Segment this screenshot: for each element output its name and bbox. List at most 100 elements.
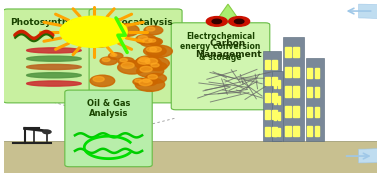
Circle shape: [143, 79, 150, 82]
Bar: [307, 126, 312, 136]
Bar: [273, 127, 277, 136]
FancyBboxPatch shape: [89, 9, 182, 103]
Bar: [277, 112, 280, 120]
Circle shape: [91, 37, 102, 42]
Circle shape: [118, 61, 146, 74]
Circle shape: [60, 16, 127, 47]
Circle shape: [136, 34, 156, 44]
Circle shape: [120, 58, 127, 62]
Circle shape: [146, 47, 156, 52]
Circle shape: [149, 62, 167, 71]
Bar: [314, 68, 319, 78]
Circle shape: [135, 79, 142, 82]
Bar: [274, 96, 276, 104]
Bar: [314, 126, 319, 136]
Circle shape: [139, 80, 152, 86]
Circle shape: [100, 57, 117, 65]
Bar: [293, 106, 299, 117]
Circle shape: [145, 58, 158, 64]
Bar: [285, 126, 291, 136]
FancyBboxPatch shape: [171, 23, 270, 110]
Bar: [293, 47, 299, 57]
Ellipse shape: [43, 130, 51, 134]
Circle shape: [140, 37, 161, 47]
Circle shape: [145, 73, 166, 83]
Circle shape: [118, 57, 135, 65]
FancyBboxPatch shape: [3, 9, 96, 103]
Bar: [273, 60, 277, 69]
Bar: [314, 106, 319, 117]
Bar: [273, 93, 277, 102]
Ellipse shape: [26, 48, 81, 53]
Circle shape: [143, 38, 152, 43]
Circle shape: [136, 56, 159, 66]
Bar: [272, 72, 283, 141]
Bar: [273, 110, 277, 119]
Bar: [307, 106, 312, 117]
Circle shape: [135, 78, 165, 91]
Bar: [277, 128, 280, 136]
Bar: [283, 37, 304, 141]
Bar: [314, 87, 319, 97]
Circle shape: [147, 38, 163, 45]
Circle shape: [206, 17, 227, 26]
Polygon shape: [359, 4, 378, 163]
Ellipse shape: [26, 81, 81, 86]
Circle shape: [151, 63, 159, 67]
Bar: [307, 87, 312, 97]
Circle shape: [150, 47, 161, 52]
Text: Oil & Gas
Analysis: Oil & Gas Analysis: [87, 99, 130, 118]
Bar: [273, 77, 277, 85]
Bar: [265, 110, 270, 119]
Ellipse shape: [26, 73, 81, 78]
Circle shape: [135, 57, 161, 70]
Ellipse shape: [26, 64, 81, 70]
Circle shape: [139, 57, 150, 62]
FancyBboxPatch shape: [65, 90, 152, 167]
Circle shape: [142, 57, 169, 70]
Circle shape: [108, 53, 123, 59]
Circle shape: [110, 53, 117, 57]
Circle shape: [121, 62, 134, 68]
Circle shape: [133, 78, 148, 85]
Text: Photosynthesis: Photosynthesis: [11, 18, 89, 27]
Bar: [265, 127, 270, 136]
Circle shape: [148, 75, 157, 79]
Ellipse shape: [26, 56, 81, 61]
Bar: [4, 141, 377, 173]
Circle shape: [149, 39, 156, 42]
Circle shape: [140, 66, 152, 72]
Circle shape: [111, 24, 139, 37]
Circle shape: [144, 26, 163, 35]
Bar: [307, 68, 312, 78]
Bar: [265, 93, 270, 102]
Circle shape: [141, 78, 157, 86]
Circle shape: [234, 19, 244, 24]
Circle shape: [88, 36, 112, 47]
Circle shape: [229, 17, 249, 26]
Text: Photocatalysis: Photocatalysis: [98, 18, 173, 27]
Bar: [293, 67, 299, 77]
Bar: [285, 47, 291, 57]
Bar: [265, 77, 270, 85]
Circle shape: [212, 19, 222, 24]
Bar: [274, 112, 276, 120]
Circle shape: [138, 36, 148, 40]
Bar: [277, 96, 280, 104]
Circle shape: [90, 75, 115, 87]
Circle shape: [93, 77, 104, 82]
Circle shape: [144, 46, 166, 56]
Bar: [265, 60, 270, 69]
Bar: [263, 51, 281, 141]
Circle shape: [147, 45, 172, 57]
Bar: [293, 86, 299, 97]
Bar: [293, 126, 299, 136]
Bar: [306, 58, 324, 141]
Circle shape: [115, 25, 127, 31]
Circle shape: [138, 59, 150, 64]
Text: Carbon
Management: Carbon Management: [195, 39, 261, 59]
Circle shape: [136, 65, 164, 77]
Bar: [285, 86, 291, 97]
Circle shape: [146, 27, 155, 31]
Polygon shape: [176, 4, 280, 78]
